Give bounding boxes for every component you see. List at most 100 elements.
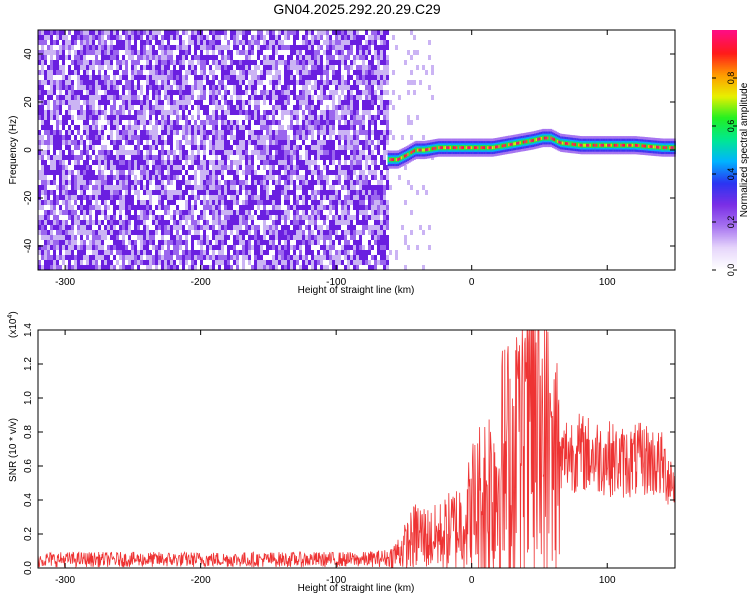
spectrogram-cell-3430 bbox=[308, 80, 311, 85]
ridge-band-4-29 bbox=[434, 146, 437, 150]
spectrogram-cell-1575 bbox=[158, 260, 161, 265]
ridge-band-4-25 bbox=[428, 147, 431, 151]
spectrogram-cell-2961 bbox=[272, 60, 275, 65]
spectrogram-cell-1642 bbox=[164, 185, 167, 190]
spectrogram-cell-1750 bbox=[173, 130, 176, 135]
spectrogram-cell-1269 bbox=[134, 230, 137, 235]
spectrogram-cell-1823 bbox=[179, 105, 182, 110]
spectrogram-cell-2594 bbox=[242, 75, 245, 80]
spectrogram-cell-2976 bbox=[272, 155, 275, 160]
spectrogram-cell-3666 bbox=[326, 110, 329, 115]
spectrogram-cell-3743 bbox=[332, 125, 335, 130]
spectrogram-cell-4080 bbox=[359, 40, 362, 45]
spectrogram-cell-3063 bbox=[278, 185, 281, 190]
spectrogram-cell-4510 bbox=[416, 245, 419, 250]
spectrogram-cell-3997 bbox=[353, 30, 356, 35]
spectrogram-cell-4076 bbox=[356, 255, 359, 260]
spectrogram-cell-2745 bbox=[254, 100, 257, 105]
spectrogram-cell-3219 bbox=[290, 220, 293, 225]
ridge-band-4-1 bbox=[389, 158, 392, 162]
spectrogram-cell-4020 bbox=[353, 170, 356, 175]
spectrogram-cell-3123 bbox=[284, 100, 287, 105]
spectrogram-cell-2354 bbox=[221, 220, 224, 225]
spectrogram-cell-3371 bbox=[302, 220, 305, 225]
spectrogram-cell-4015 bbox=[353, 145, 356, 150]
spectrogram-cell-3495 bbox=[311, 235, 314, 240]
spectrogram-cell-3623 bbox=[323, 90, 326, 95]
spectrogram-cell-2974 bbox=[272, 140, 275, 145]
spectrogram-cell-3049 bbox=[278, 105, 281, 110]
spectrogram-cell-1748 bbox=[173, 120, 176, 125]
spectrogram-cell-638 bbox=[86, 155, 89, 160]
spectrogram-cell-3696 bbox=[329, 65, 332, 70]
spectrogram-cell-2851 bbox=[263, 75, 266, 80]
spectrogram-cell-2649 bbox=[245, 190, 248, 195]
spectrogram-cell-4334 bbox=[377, 225, 380, 230]
spectrogram-cell-4321 bbox=[377, 140, 380, 145]
spectrogram-cell-4478 bbox=[404, 60, 407, 65]
spectrogram-cell-1550 bbox=[158, 100, 161, 105]
spectrogram-cell-1121 bbox=[125, 40, 128, 45]
spectrogram-cell-4117 bbox=[362, 45, 365, 50]
spectrogram-cell-1649 bbox=[164, 230, 167, 235]
spectrogram-cell-4289 bbox=[374, 185, 377, 190]
spectrogram-cell-1502 bbox=[155, 55, 158, 60]
spectrogram-cell-2494 bbox=[233, 175, 236, 180]
spectrogram-cell-3533 bbox=[314, 235, 317, 240]
spectrogram-cell-186 bbox=[50, 230, 53, 235]
spectrogram-cell-2365 bbox=[224, 45, 227, 50]
spectrogram-cell-4062 bbox=[356, 165, 359, 170]
spectrogram-cell-1083 bbox=[122, 55, 125, 60]
spectrogram-cell-135 bbox=[47, 145, 50, 150]
spectrogram-cell-2393 bbox=[224, 210, 227, 215]
spectrogram-cell-4173 bbox=[365, 155, 368, 160]
spectrogram-cell-3502 bbox=[314, 40, 317, 45]
spectrogram-cell-1564 bbox=[158, 190, 161, 195]
spectrogram-cell-3566 bbox=[317, 200, 320, 205]
spectrogram-cell-2315 bbox=[218, 230, 221, 235]
spectrogram-cell-4367 bbox=[380, 190, 383, 195]
spectrogram-cell-2182 bbox=[209, 150, 212, 155]
spectrogram-cell-4511 bbox=[419, 80, 422, 85]
spectrogram-cell-2487 bbox=[233, 120, 236, 125]
spectrogram-cell-2257 bbox=[215, 120, 218, 125]
spectrogram-cell-663 bbox=[89, 65, 92, 70]
spectrogram-cell-4435 bbox=[386, 105, 389, 110]
spectrogram-cell-3055 bbox=[278, 145, 281, 150]
spectrogram-cell-712 bbox=[92, 115, 95, 120]
spectrogram-cell-150 bbox=[47, 245, 50, 250]
spectrogram-cell-2623 bbox=[242, 265, 245, 270]
spectrogram-cell-4472 bbox=[395, 250, 398, 255]
spectrogram-cell-3690 bbox=[329, 35, 332, 40]
spectrogram-cell-4457 bbox=[386, 245, 389, 250]
spectrogram-cell-2336 bbox=[221, 115, 224, 120]
spectrogram-cell-3178 bbox=[287, 185, 290, 190]
spectrogram-cell-4396 bbox=[383, 115, 386, 120]
spectrogram-cell-951 bbox=[110, 180, 113, 185]
spectrogram-cell-1684 bbox=[167, 190, 170, 195]
spectrogram-cell-1744 bbox=[173, 90, 176, 95]
spectrogram-cell-928 bbox=[110, 45, 113, 50]
spectrogram-cell-1130 bbox=[125, 95, 128, 100]
spectrogram-cell-3474 bbox=[311, 115, 314, 120]
spectrogram-cell-1095 bbox=[122, 130, 125, 135]
spectrogram-cell-1644 bbox=[164, 195, 167, 200]
spectrogram-cell-4400 bbox=[383, 140, 386, 145]
spectrogram-cell-2898 bbox=[266, 135, 269, 140]
spectrogram-cell-3346 bbox=[302, 70, 305, 75]
spectrogram-cell-95 bbox=[44, 160, 47, 165]
spectrogram-cell-1296 bbox=[137, 165, 140, 170]
spectrogram-cell-3977 bbox=[350, 145, 353, 150]
spectrogram-cell-3041 bbox=[278, 55, 281, 60]
spectrogram-cell-2381 bbox=[224, 140, 227, 145]
spectrogram-cell-3335 bbox=[299, 240, 302, 245]
spectrogram-cell-1730 bbox=[170, 235, 173, 240]
spectrogram-cell-3991 bbox=[350, 225, 353, 230]
spectrogram-cell-2665 bbox=[248, 50, 251, 55]
spectrogram-cell-1464 bbox=[152, 30, 155, 35]
spectrogram-cell-653 bbox=[86, 245, 89, 250]
spectrogram-cell-1327 bbox=[140, 130, 143, 135]
spectrogram-cell-715 bbox=[92, 130, 95, 135]
spectrogram-cell-177 bbox=[50, 165, 53, 170]
spectrogram-cell-1339 bbox=[140, 205, 143, 210]
